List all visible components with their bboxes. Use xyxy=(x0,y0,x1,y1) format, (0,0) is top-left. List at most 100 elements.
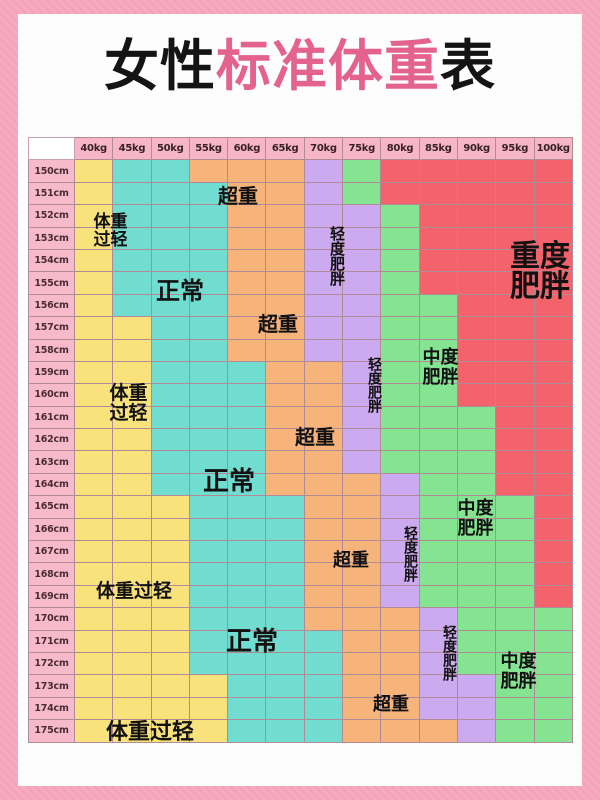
table-header: 40kg 45kg 50kg 55kg 60kg 65kg 70kg 75kg 80kg 85kg… xyxy=(28,136,573,161)
bmi-cell xyxy=(150,405,190,430)
table-row: 150cm xyxy=(28,159,573,183)
table-row: 155cm xyxy=(28,271,573,295)
bmi-cell xyxy=(418,696,458,721)
bmi-cell xyxy=(342,181,382,206)
bmi-cell xyxy=(418,719,458,743)
bmi-cell xyxy=(418,293,458,318)
bmi-cell xyxy=(112,607,152,631)
bmi-cell xyxy=(380,495,420,519)
row-header-height: 166cm xyxy=(28,517,75,542)
row-header-height: 155cm xyxy=(28,271,75,295)
bmi-cell xyxy=(380,271,420,295)
bmi-cell xyxy=(150,271,190,295)
row-header-height: 167cm xyxy=(28,540,75,564)
bmi-cell xyxy=(495,271,535,295)
bmi-cell xyxy=(265,629,305,653)
bmi-cell xyxy=(342,540,382,564)
bmi-cell xyxy=(112,719,152,743)
bmi-cell xyxy=(73,495,114,519)
table-row: 159cm xyxy=(28,360,573,385)
bmi-cell xyxy=(303,159,344,183)
table-row: 168cm xyxy=(28,562,573,586)
bmi-cell xyxy=(73,226,114,250)
column-header-weight: 75kg xyxy=(342,136,382,161)
bmi-cell xyxy=(418,674,458,698)
row-header-height: 168cm xyxy=(28,562,75,586)
bmi-cell xyxy=(380,651,420,676)
bmi-cell xyxy=(418,204,458,228)
bmi-cell xyxy=(227,428,267,452)
bmi-cell xyxy=(303,405,344,430)
bmi-cell xyxy=(227,651,267,676)
title-part-black-suffix: 表 xyxy=(440,34,497,98)
table-row: 174cm xyxy=(28,696,573,721)
bmi-cell xyxy=(418,472,458,497)
table-row: 166cm xyxy=(28,517,573,542)
bmi-cell xyxy=(73,696,114,721)
bmi-cell xyxy=(188,159,229,183)
bmi-cell xyxy=(380,360,420,385)
bmi-cell xyxy=(495,495,535,519)
bmi-cell xyxy=(342,651,382,676)
bmi-cell xyxy=(533,181,573,206)
bmi-cell xyxy=(380,248,420,273)
bmi-cell xyxy=(380,226,420,250)
bmi-cell xyxy=(188,204,229,228)
bmi-cell xyxy=(73,338,114,362)
bmi-cell xyxy=(342,674,382,698)
bmi-cell xyxy=(73,674,114,698)
bmi-cell xyxy=(188,607,229,631)
bmi-cell xyxy=(265,383,305,407)
bmi-cell xyxy=(533,651,573,676)
bmi-cell xyxy=(150,248,190,273)
table-row: 175cm xyxy=(28,719,573,743)
table-row: 162cm xyxy=(28,428,573,452)
bmi-cell xyxy=(303,226,344,250)
bmi-cell xyxy=(342,629,382,653)
bmi-cell xyxy=(265,517,305,542)
bmi-cell xyxy=(533,495,573,519)
bmi-cell xyxy=(265,248,305,273)
bmi-cell xyxy=(303,204,344,228)
bmi-cell xyxy=(112,271,152,295)
bmi-cell xyxy=(112,159,152,183)
bmi-cell xyxy=(303,540,344,564)
bmi-cell xyxy=(495,472,535,497)
bmi-cell xyxy=(188,584,229,609)
bmi-cell xyxy=(150,159,190,183)
bmi-cell xyxy=(533,629,573,653)
bmi-cell xyxy=(533,293,573,318)
bmi-cell xyxy=(456,450,497,474)
bmi-cell xyxy=(342,204,382,228)
bmi-cell xyxy=(188,181,229,206)
table-header-row: 40kg 45kg 50kg 55kg 60kg 65kg 70kg 75kg 80kg 85kg… xyxy=(28,136,573,161)
bmi-cell xyxy=(380,204,420,228)
bmi-cell xyxy=(150,472,190,497)
bmi-cell xyxy=(495,293,535,318)
bmi-cell xyxy=(533,316,573,340)
table-row: 158cm xyxy=(28,338,573,362)
bmi-cell xyxy=(112,248,152,273)
table-corner-cell xyxy=(28,136,75,161)
bmi-cell xyxy=(533,607,573,631)
bmi-cell xyxy=(533,674,573,698)
bmi-cell xyxy=(303,360,344,385)
bmi-cell xyxy=(418,383,458,407)
bmi-cell xyxy=(533,719,573,743)
bmi-cell xyxy=(188,651,229,676)
bmi-cell xyxy=(533,226,573,250)
bmi-cell xyxy=(73,271,114,295)
bmi-cell xyxy=(380,181,420,206)
bmi-cell xyxy=(495,248,535,273)
bmi-cell xyxy=(456,517,497,542)
bmi-cell xyxy=(112,204,152,228)
bmi-cell xyxy=(456,360,497,385)
bmi-cell xyxy=(188,383,229,407)
bmi-cell xyxy=(342,338,382,362)
bmi-cell xyxy=(418,517,458,542)
bmi-cell xyxy=(303,607,344,631)
bmi-cell xyxy=(495,181,535,206)
bmi-cell xyxy=(456,719,497,743)
row-header-height: 170cm xyxy=(28,607,75,631)
bmi-cell xyxy=(112,562,152,586)
